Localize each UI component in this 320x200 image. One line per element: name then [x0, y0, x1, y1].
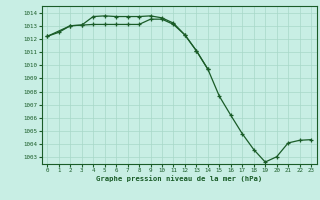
X-axis label: Graphe pression niveau de la mer (hPa): Graphe pression niveau de la mer (hPa) — [96, 175, 262, 182]
